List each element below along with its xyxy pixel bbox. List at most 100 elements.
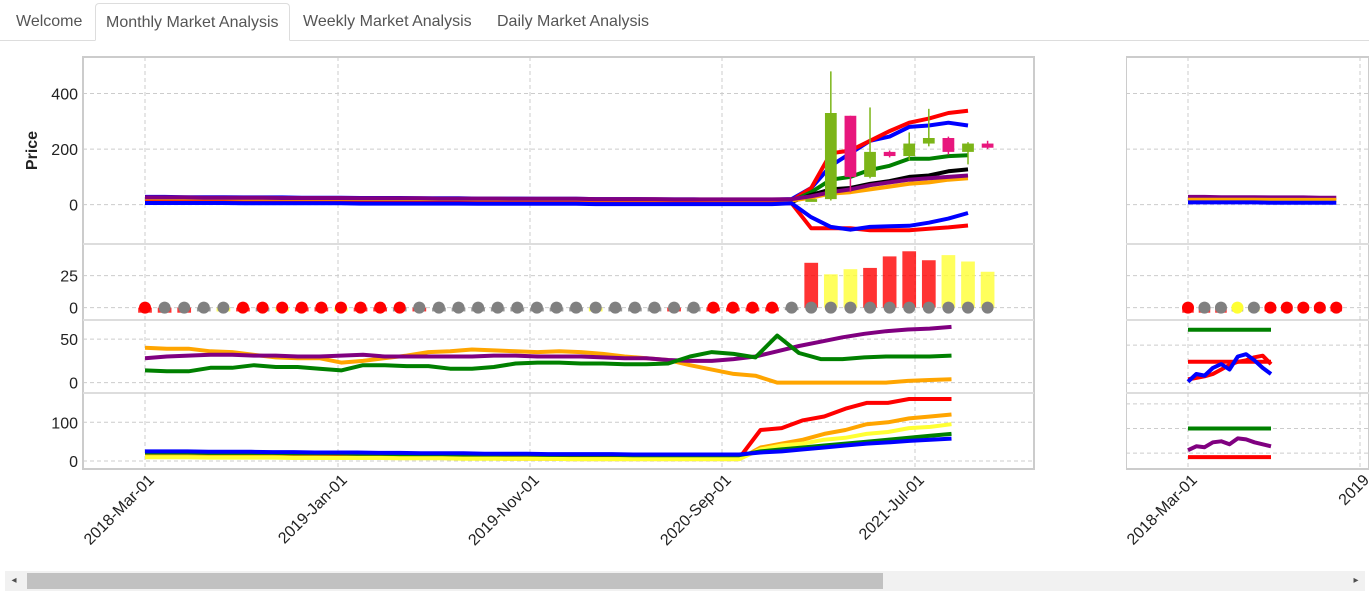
y-tick-label: 0 (69, 376, 78, 393)
x-tick-label: 2019-Nov-01 (465, 472, 543, 550)
y-tick-label: 67.5 (1090, 446, 1121, 463)
panel-volume: 0 25 (60, 251, 1034, 318)
volume-marker (1264, 301, 1277, 314)
volume-marker (217, 301, 230, 314)
volume-marker (883, 301, 896, 314)
y-axis-label: Price (1067, 131, 1084, 170)
y-axis-label: Price (24, 131, 41, 170)
y-tick-label: 0 (69, 301, 78, 318)
volume-bar (804, 262, 819, 308)
volume-marker (766, 301, 779, 314)
volume-bar (921, 260, 936, 308)
tab-monthly-market-analysis[interactable]: Monthly Market Analysis (95, 3, 290, 41)
volume-marker (158, 301, 171, 314)
volume-marker (256, 301, 269, 314)
chart-figure-1: 0 200 400 Price 0 25 0 50 0 100 2018-Mar-01 2019-Ja… (24, 56, 1035, 550)
chart-frame (1126, 56, 1369, 470)
volume-marker (648, 301, 661, 314)
volume-marker (315, 301, 328, 314)
volume-marker (981, 301, 994, 314)
volume-marker (922, 301, 935, 314)
x-tick-label: 2019-Jan-01 (275, 472, 351, 548)
chart-frame (82, 56, 1035, 470)
volume-marker (178, 301, 191, 314)
scroll-right-arrow-icon[interactable]: ▸ (1353, 575, 1359, 586)
volume-marker (276, 301, 289, 314)
chart-figure-2: 0 200 400 Price 0 25 0 50 67.5 70.0 72.5 2018-Mar-0… (1067, 56, 1369, 549)
volume-marker (707, 301, 720, 314)
volume-bar (902, 251, 917, 308)
volume-bar (980, 271, 995, 308)
volume-marker (354, 301, 367, 314)
x-tick-label: 2021-Jul-01 (856, 472, 928, 544)
volume-marker (1247, 301, 1260, 314)
panel-indicator1: 0 50 (60, 324, 1034, 393)
panel-indicator2: 0 100 (51, 397, 1034, 471)
volume-marker (236, 301, 249, 314)
volume-bar (823, 274, 838, 308)
volume-bar (863, 267, 877, 308)
candle-body (981, 143, 994, 148)
horizontal-scrollbar[interactable]: ◂ ▸ (5, 571, 1365, 591)
y-tick-label: 50 (1103, 338, 1121, 355)
volume-marker (550, 301, 563, 314)
y-tick-label: 100 (51, 415, 78, 432)
y-tick-label: 0 (1112, 301, 1121, 318)
y-tick-label: 0 (69, 198, 78, 215)
x-tick-label: 2020-Sep-01 (657, 472, 735, 550)
volume-marker (1330, 301, 1343, 314)
volume-marker (530, 301, 543, 314)
series-line-indicator2-1 (145, 397, 952, 460)
y-tick-label: 50 (60, 332, 78, 349)
volume-marker (334, 301, 347, 314)
tab-weekly-market-analysis[interactable]: Weekly Market Analysis (303, 13, 472, 30)
volume-bar (961, 261, 975, 308)
candle-body (942, 138, 955, 152)
series-line-indicator1-4 (1186, 352, 1273, 384)
candle-body (922, 138, 935, 144)
candle-body (962, 143, 974, 152)
volume-marker (413, 301, 426, 314)
series-line-indicator2-3 (145, 422, 952, 462)
volume-marker (1231, 301, 1244, 314)
y-tick-label: 0 (1112, 376, 1121, 393)
candle-body (805, 199, 818, 202)
tab-welcome[interactable]: Welcome (16, 13, 83, 30)
volume-marker (1297, 301, 1310, 314)
volume-marker (628, 301, 641, 314)
series-line-indicator1-2 (144, 324, 952, 363)
volume-marker (472, 301, 485, 314)
y-tick-label: 400 (51, 87, 78, 104)
y-tick-label: 70.0 (1090, 422, 1121, 439)
volume-marker (432, 301, 445, 314)
y-tick-label: 25 (1103, 269, 1121, 286)
volume-marker (805, 301, 818, 314)
volume-marker (687, 301, 700, 314)
x-tick-label: 2019 (1336, 472, 1369, 509)
series-line-price-8 (145, 201, 969, 232)
candle-body (864, 151, 876, 177)
candle-body (844, 115, 857, 177)
volume-bar (882, 256, 897, 308)
scroll-left-arrow-icon[interactable]: ◂ (11, 575, 17, 586)
panel-price: 0 200 400 Price (24, 71, 1034, 233)
series-line-indicator2-2 (1187, 436, 1272, 453)
panel-indicator1: 0 50 (1103, 327, 1369, 393)
series-line-price-7 (145, 200, 969, 233)
volume-marker (1313, 301, 1326, 314)
volume-marker (295, 301, 308, 314)
volume-marker (452, 301, 465, 314)
volume-marker (864, 301, 877, 314)
scrollbar-thumb[interactable] (27, 573, 883, 589)
panel-indicator2: 67.5 70.0 72.5 (1090, 397, 1369, 463)
y-tick-label: 72.5 (1090, 397, 1121, 414)
tab-daily-market-analysis[interactable]: Daily Market Analysis (497, 13, 650, 30)
volume-marker (1214, 301, 1227, 314)
x-tick-label: 2018-Mar-01 (1124, 472, 1201, 549)
candle-body (883, 151, 896, 157)
panel-volume: 0 25 (1103, 269, 1369, 318)
volume-bar (843, 269, 858, 308)
volume-marker (962, 301, 974, 314)
series-line-price-1 (1188, 194, 1337, 200)
y-tick-label: 400 (1094, 87, 1121, 104)
